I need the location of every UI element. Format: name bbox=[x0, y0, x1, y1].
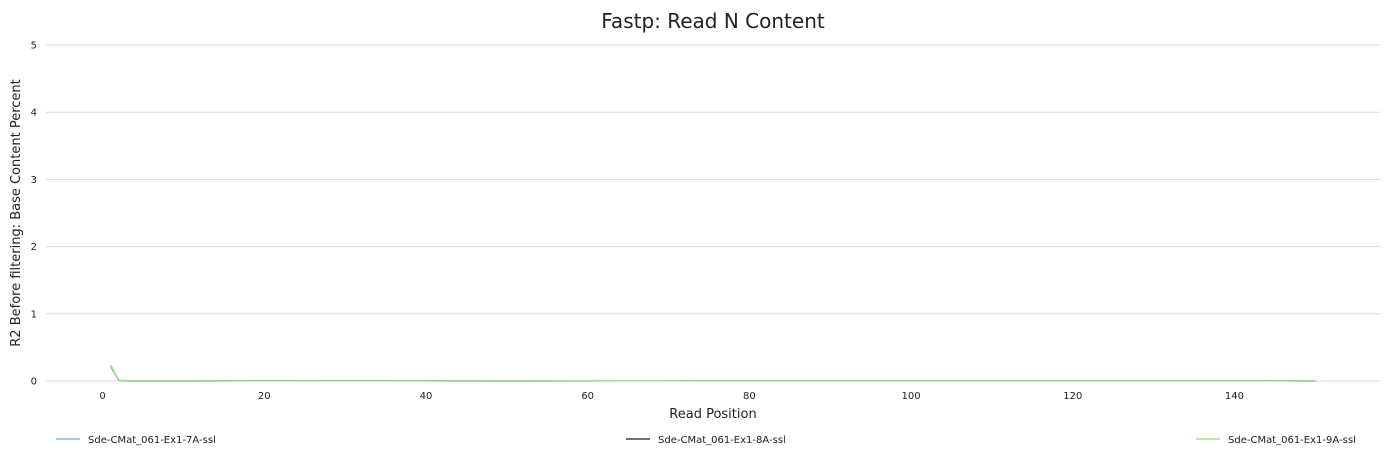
y-tick-label: 1 bbox=[31, 309, 37, 320]
x-tick-label: 0 bbox=[99, 391, 105, 402]
y-tick-label: 2 bbox=[31, 242, 37, 253]
legend: Sde-CMat_061-Ex1-7A-ssl Sde-CMat_061-Ex1-… bbox=[56, 435, 1356, 446]
x-tick-label: 80 bbox=[743, 391, 756, 402]
x-tick-label: 40 bbox=[420, 391, 433, 402]
x-tick-label: 120 bbox=[1063, 391, 1082, 402]
y-tick-label: 3 bbox=[31, 175, 37, 186]
y-axis-label: R2 Before filtering: Base Content Percen… bbox=[9, 79, 24, 346]
series-line bbox=[110, 365, 1316, 382]
grid-lines bbox=[46, 44, 1380, 382]
x-axis-label: Read Position bbox=[669, 407, 756, 422]
x-tick-label: 60 bbox=[581, 391, 594, 402]
legend-label: Sde-CMat_061-Ex1-7A-ssl bbox=[88, 435, 216, 446]
y-tick-label: 4 bbox=[31, 108, 37, 119]
chart-title: Fastp: Read N Content bbox=[601, 9, 825, 33]
x-axis-ticks: 0 20 40 60 80 100 120 140 bbox=[99, 391, 1244, 402]
x-tick-label: 100 bbox=[902, 391, 921, 402]
legend-item[interactable]: Sde-CMat_061-Ex1-7A-ssl bbox=[56, 435, 216, 446]
series-line bbox=[110, 365, 1316, 382]
x-tick-label: 140 bbox=[1225, 391, 1244, 402]
series-lines bbox=[110, 364, 1316, 382]
x-tick-label: 20 bbox=[258, 391, 271, 402]
legend-item[interactable]: Sde-CMat_061-Ex1-9A-ssl bbox=[1196, 435, 1356, 446]
legend-item[interactable]: Sde-CMat_061-Ex1-8A-ssl bbox=[626, 435, 786, 446]
y-tick-label: 5 bbox=[31, 41, 37, 52]
series-line bbox=[110, 364, 1316, 382]
legend-label: Sde-CMat_061-Ex1-8A-ssl bbox=[658, 435, 786, 446]
y-tick-label: 0 bbox=[31, 377, 37, 388]
legend-label: Sde-CMat_061-Ex1-9A-ssl bbox=[1228, 435, 1356, 446]
y-axis-ticks: 0 1 2 3 4 5 bbox=[31, 41, 37, 388]
